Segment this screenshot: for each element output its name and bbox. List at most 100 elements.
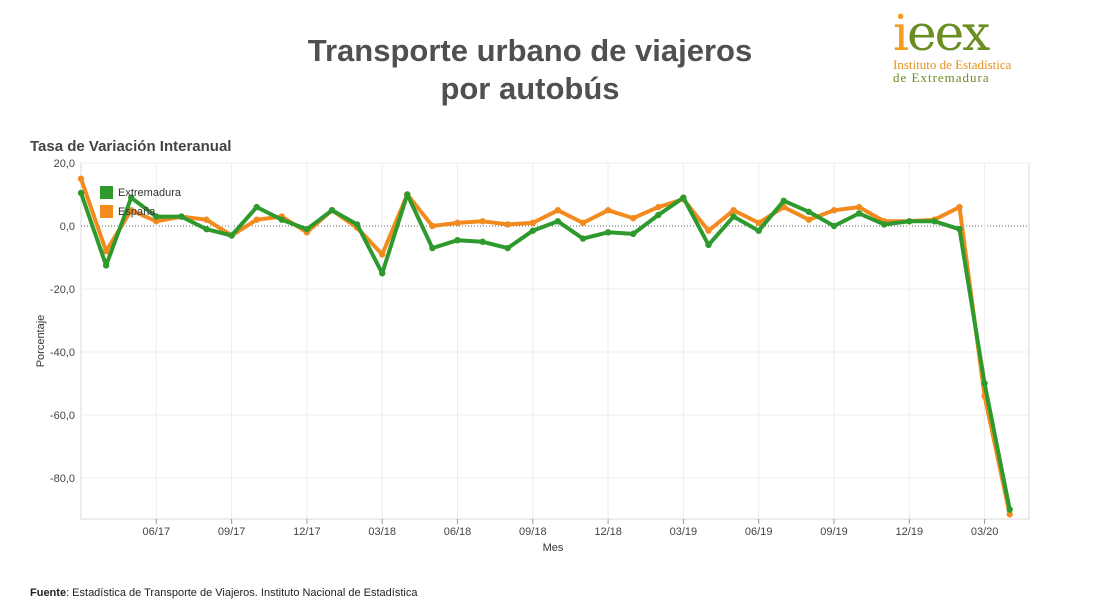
logo-letter-i: i — [893, 4, 909, 62]
data-point-espana — [102, 248, 110, 255]
data-point-espana — [1006, 511, 1013, 518]
data-point-extremadura — [655, 211, 662, 219]
source-label: Fuente — [30, 587, 67, 599]
data-point-extremadura — [429, 244, 436, 252]
x-tick-label: 12/18 — [594, 526, 622, 538]
data-point-espana — [203, 216, 210, 223]
data-point-extremadura — [705, 241, 712, 249]
data-point-extremadura — [855, 210, 863, 217]
x-axis-label: Mes — [543, 542, 564, 554]
data-point-espana — [655, 203, 662, 211]
data-point-extremadura — [755, 227, 762, 234]
data-point-espana — [579, 219, 587, 227]
x-tick-label: 06/17 — [143, 526, 171, 538]
data-point-espana — [153, 218, 160, 225]
data-point-espana — [379, 251, 386, 258]
x-tick-label: 09/19 — [820, 526, 848, 538]
y-axis-ticks: 20,0 0,0 -20,0 -40,0 -60,0 -80,0 — [50, 158, 75, 485]
legend-label: Extremadura — [118, 187, 182, 199]
data-point-espana — [705, 227, 712, 234]
ieex-logo: ieex Instituto de Estadística de Extrema… — [893, 8, 1033, 85]
x-tick-label: 06/19 — [745, 526, 773, 538]
data-point-espana — [479, 218, 486, 225]
x-tick-label: 03/20 — [971, 526, 999, 538]
page-title: Transporte urbano de viajeros por autobú… — [230, 32, 830, 108]
data-point-extremadura — [328, 207, 336, 214]
data-point-espana — [830, 207, 838, 214]
logo-letters-eex: eex — [907, 4, 990, 62]
logo-line-1: Instituto de Estadística — [893, 57, 1012, 72]
data-point-extremadura — [278, 216, 285, 223]
plot-area — [80, 162, 1030, 520]
y-tick-label: 20,0 — [54, 158, 75, 170]
data-point-espana — [128, 207, 135, 214]
legend-label: España — [118, 206, 156, 218]
x-tick-label: 06/18 — [444, 526, 472, 538]
x-tick-label: 03/18 — [368, 526, 396, 538]
data-point-espana — [454, 219, 461, 227]
logo-wordmark: ieex — [893, 8, 1033, 58]
data-point-extremadura — [303, 225, 311, 233]
chart-subtitle: Tasa de Variación Interanual — [30, 138, 232, 155]
source-note: Fuente: Estadística de Transporte de Via… — [30, 587, 417, 599]
y-tick-label: -60,0 — [50, 410, 75, 422]
data-point-espana — [630, 214, 637, 222]
data-point-espana — [529, 219, 536, 227]
data-point-espana — [604, 207, 612, 214]
x-tick-label: 09/18 — [519, 526, 547, 538]
data-point-extremadura — [153, 213, 160, 220]
series-line-extremadura — [79, 190, 1012, 512]
y-tick-label: -40,0 — [50, 347, 75, 359]
data-point-extremadura — [805, 208, 813, 216]
data-point-extremadura — [981, 380, 988, 387]
data-point-espana — [504, 221, 511, 228]
legend-swatch — [100, 186, 113, 199]
data-point-espana — [554, 207, 562, 214]
x-tick-label: 09/17 — [218, 526, 246, 538]
data-point-extremadura — [830, 222, 838, 230]
x-axis-ticks: 06/17 09/17 12/17 03/18 06/18 09/18 12/18 03/19… — [143, 519, 999, 538]
data-point-extremadura — [1006, 506, 1013, 513]
data-point-extremadura — [931, 218, 938, 225]
logo-line-2: de Extremadura — [893, 70, 990, 85]
x-tick-label: 12/19 — [896, 526, 924, 538]
data-point-extremadura — [253, 203, 260, 211]
series-extremadura — [77, 189, 1013, 513]
title-line-2: por autobús — [440, 71, 620, 106]
legend-swatch — [100, 205, 113, 218]
series-group — [77, 175, 1013, 518]
data-point-extremadura — [479, 238, 486, 245]
data-point-extremadura — [906, 218, 913, 225]
y-tick-label: -20,0 — [50, 284, 75, 296]
data-point-extremadura — [128, 194, 135, 201]
y-tick-label: -80,0 — [50, 473, 75, 485]
data-point-extremadura — [404, 191, 411, 198]
data-point-extremadura — [680, 194, 687, 201]
data-point-extremadura — [956, 225, 963, 233]
title-line-1: Transporte urbano de viajeros — [307, 33, 753, 68]
source-text: : Estadística de Transporte de Viajeros.… — [66, 587, 418, 599]
data-point-espana — [855, 203, 863, 211]
x-tick-label: 03/19 — [670, 526, 698, 538]
data-point-extremadura — [178, 213, 185, 220]
data-point-extremadura — [630, 230, 637, 238]
data-point-espana — [253, 216, 260, 223]
data-point-extremadura — [77, 189, 85, 197]
data-point-extremadura — [454, 236, 461, 244]
data-point-extremadura — [203, 225, 210, 233]
data-point-extremadura — [228, 232, 235, 239]
data-point-espana — [730, 207, 737, 214]
legend: Extremadura España — [100, 186, 182, 218]
data-point-espana — [429, 222, 436, 230]
y-axis-label: Porcentaje — [35, 315, 47, 368]
x-tick-label: 12/17 — [293, 526, 321, 538]
data-point-extremadura — [102, 262, 110, 269]
y-tick-label: 0,0 — [60, 221, 75, 233]
data-point-espana — [77, 175, 85, 182]
data-point-extremadura — [529, 227, 536, 234]
data-point-extremadura — [780, 197, 787, 205]
data-point-extremadura — [730, 213, 737, 220]
data-point-extremadura — [379, 270, 386, 277]
data-point-extremadura — [554, 218, 562, 225]
